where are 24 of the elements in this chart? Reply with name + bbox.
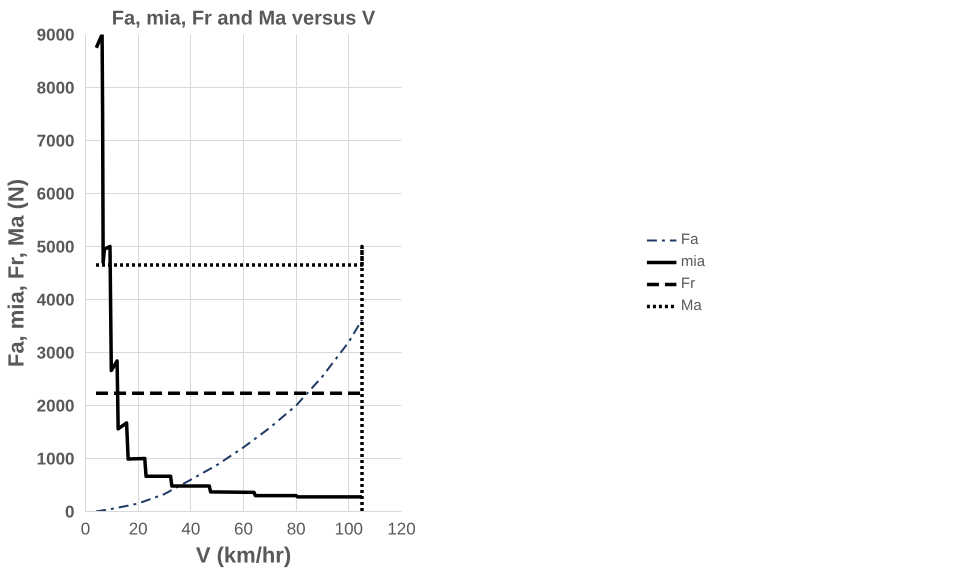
y-tick-label: 8000 xyxy=(36,78,75,98)
legend-label: mia xyxy=(680,253,706,270)
y-tick-label: 4000 xyxy=(36,290,75,310)
y-tick-label: 0 xyxy=(65,502,75,522)
y-tick-label: 2000 xyxy=(36,396,75,416)
y-tick-label: 9000 xyxy=(36,26,75,44)
legend-label: Fa xyxy=(680,231,700,248)
y-tick-label: 5000 xyxy=(36,238,75,256)
x-tick-label: 100 xyxy=(334,520,364,538)
chart-title: Fa, mia, Fr and Ma versus V xyxy=(112,8,376,30)
y-tick-label: 6000 xyxy=(36,184,75,204)
y-tick-label: 1000 xyxy=(36,450,75,468)
legend-label: Ma xyxy=(680,297,702,314)
x-tick-label: 0 xyxy=(80,520,90,538)
y-tick-label: 3000 xyxy=(36,344,75,362)
x-tick-label: 60 xyxy=(234,520,253,538)
x-tick-label: 80 xyxy=(286,520,306,538)
x-axis-title: V (km/hr) xyxy=(196,542,292,568)
legend-label: Fr xyxy=(680,275,696,292)
x-tick-label: 20 xyxy=(128,520,148,538)
y-tick-label: 7000 xyxy=(36,132,75,150)
x-tick-label: 40 xyxy=(181,520,200,538)
x-tick-label: 120 xyxy=(387,520,416,538)
y-axis-title: Fa, mia, Fr, Ma (N) xyxy=(4,178,29,368)
